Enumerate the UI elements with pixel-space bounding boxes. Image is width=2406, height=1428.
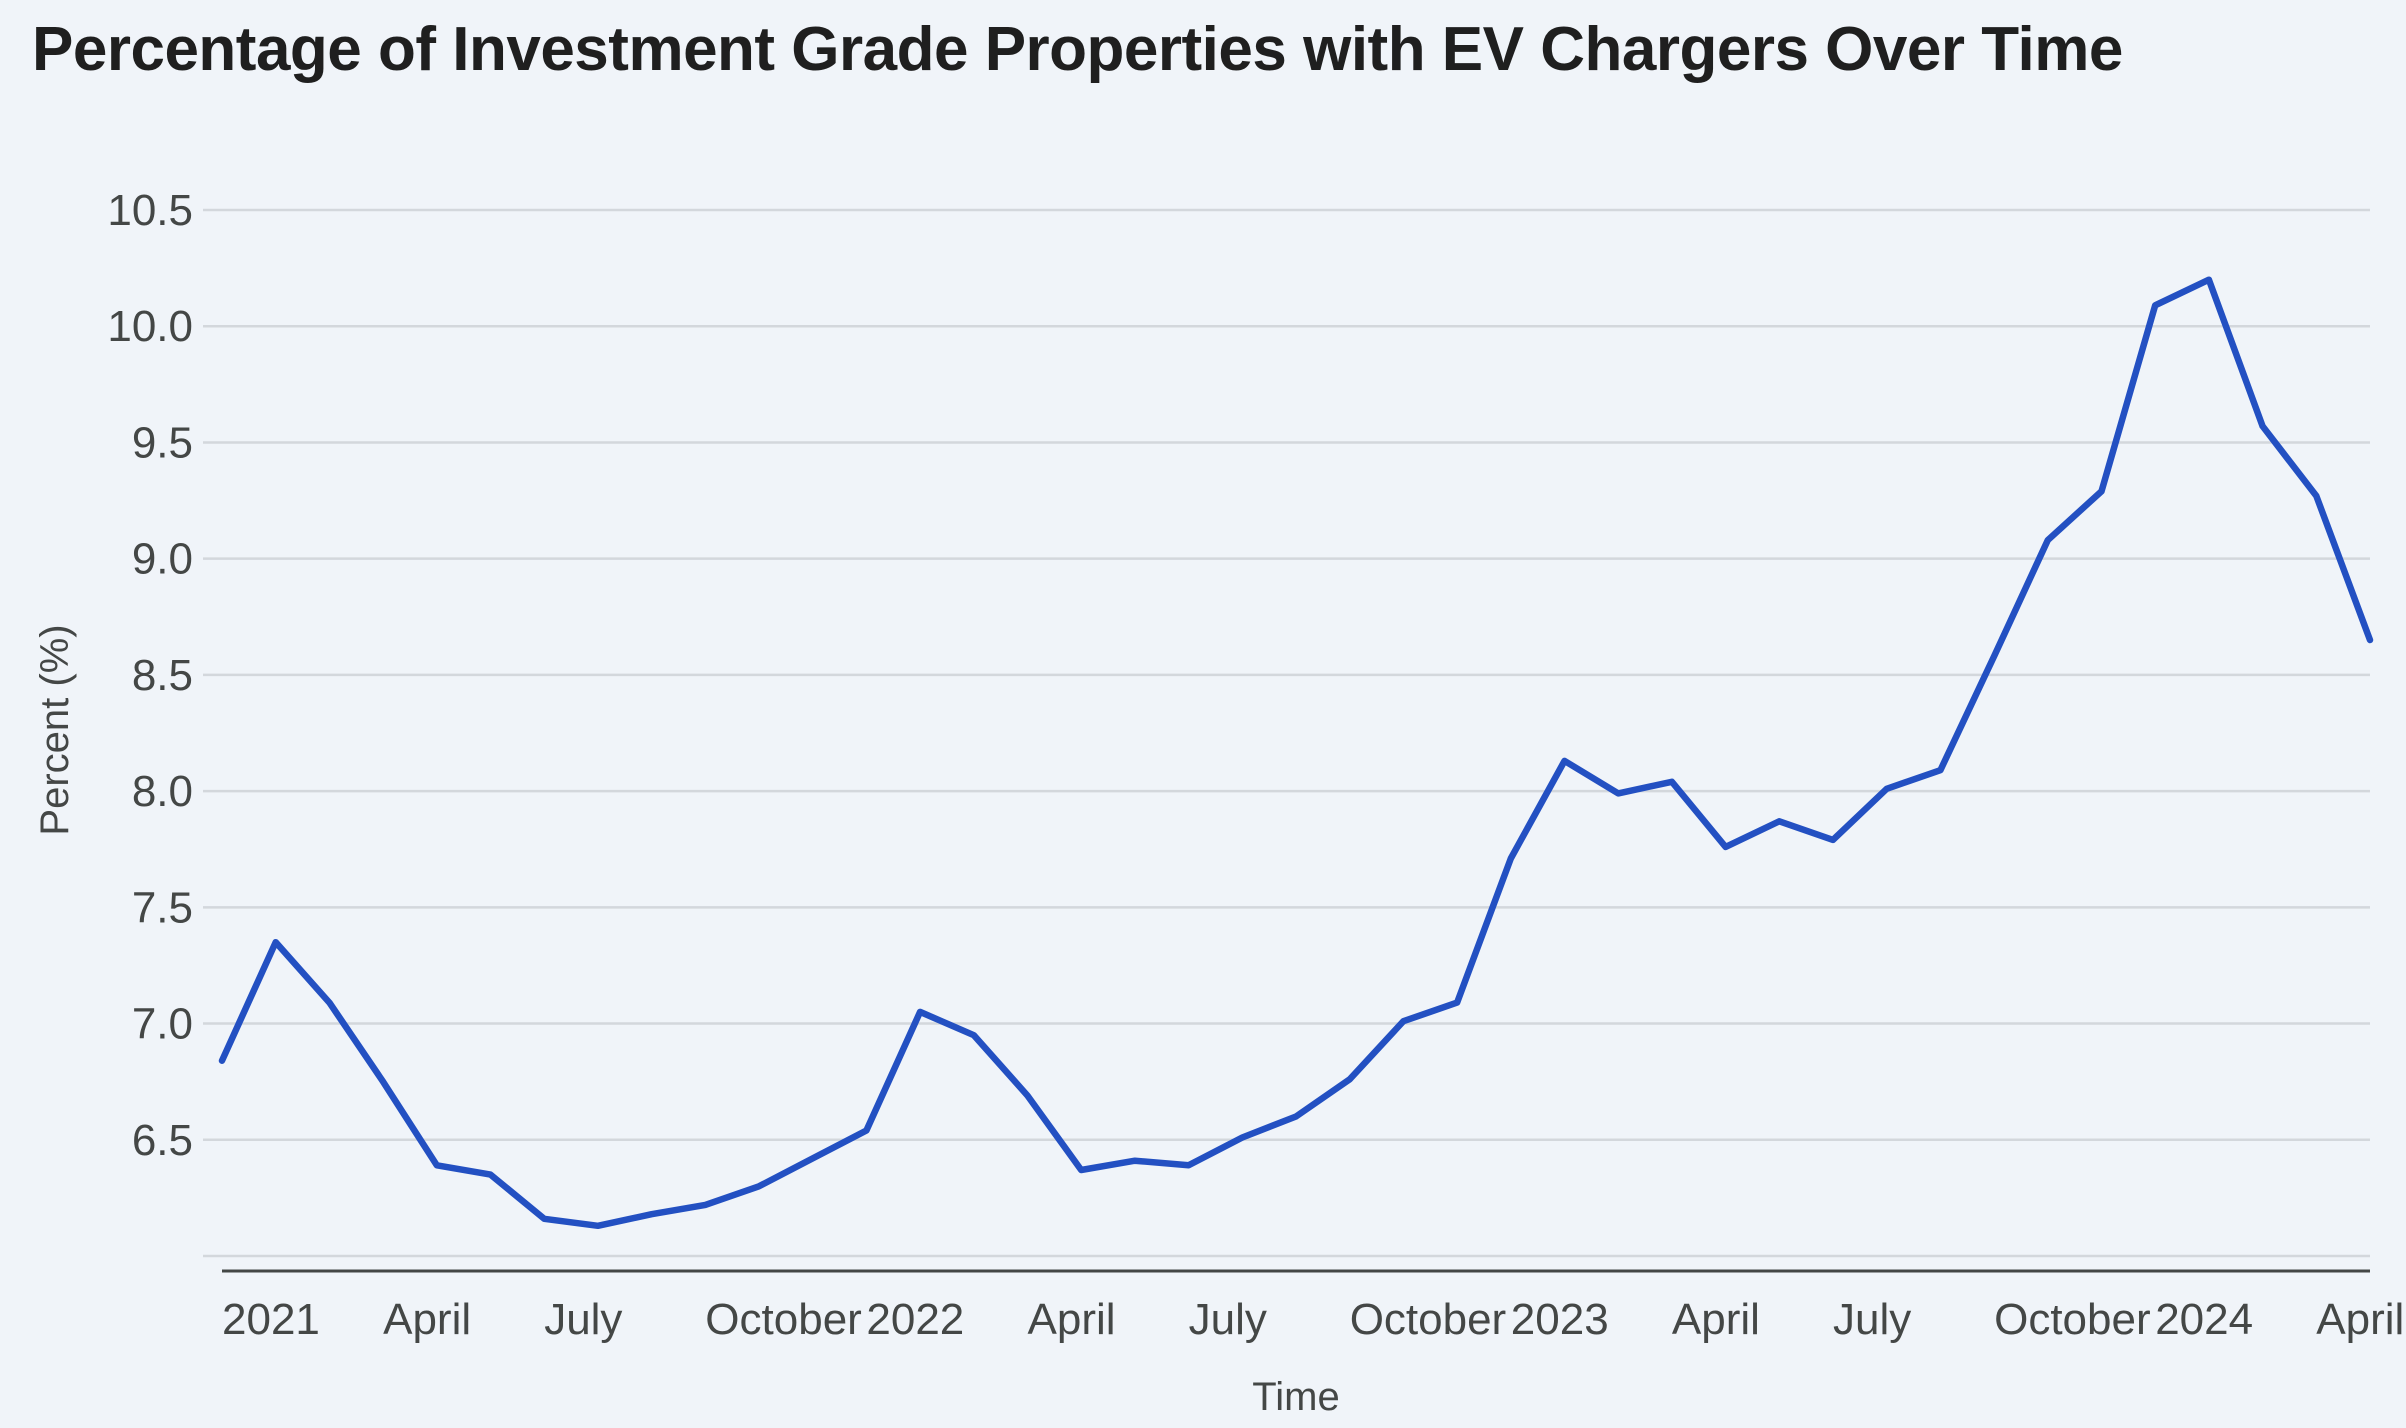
- x-tick-label: 2024: [2155, 1295, 2253, 1344]
- data-point[interactable]: [1183, 1159, 1195, 1171]
- y-tick-label: 8.5: [132, 651, 193, 700]
- data-point[interactable]: [807, 1152, 819, 1164]
- data-point[interactable]: [1022, 1090, 1034, 1102]
- y-tick-label: 7.0: [132, 1000, 193, 1049]
- data-point[interactable]: [2257, 420, 2269, 432]
- data-point[interactable]: [1236, 1131, 1248, 1143]
- data-point[interactable]: [1773, 815, 1785, 827]
- data-point[interactable]: [968, 1029, 980, 1041]
- y-axis-title: Percent (%): [33, 624, 77, 835]
- data-point[interactable]: [1397, 1015, 1409, 1027]
- data-point[interactable]: [592, 1220, 604, 1232]
- data-point[interactable]: [914, 1006, 926, 1018]
- y-tick-label: 8.0: [132, 767, 193, 816]
- y-tick-label: 9.5: [132, 418, 193, 467]
- data-point[interactable]: [860, 1124, 872, 1136]
- x-tick-label: April: [1672, 1295, 1760, 1344]
- data-point[interactable]: [1505, 853, 1517, 865]
- x-axis: 2021 April July October 2022 April July October…: [222, 1269, 2404, 1344]
- x-tick-label: July: [1189, 1295, 1267, 1344]
- data-point[interactable]: [2149, 299, 2161, 311]
- data-point[interactable]: [1988, 650, 2000, 662]
- data-point[interactable]: [1129, 1155, 1141, 1167]
- data-point[interactable]: [538, 1213, 550, 1225]
- y-tick-label: 6.5: [132, 1116, 193, 1165]
- x-tick-label: 2021: [222, 1295, 320, 1344]
- data-point[interactable]: [431, 1159, 443, 1171]
- data-point[interactable]: [1666, 776, 1678, 788]
- x-axis-title: Time: [1252, 1375, 1339, 1419]
- y-tick-label: 10.5: [107, 186, 193, 235]
- y-tick-label: 7.5: [132, 883, 193, 932]
- data-point[interactable]: [2042, 534, 2054, 546]
- x-tick-label: April: [1028, 1295, 1116, 1344]
- y-tick-label: 9.0: [132, 535, 193, 584]
- x-tick-label: July: [544, 1295, 622, 1344]
- y-axis: 6.5 7.0 7.5 8.0 8.5 9.0 9.5 10.0 10.5: [107, 186, 193, 1165]
- x-tick-label: October: [705, 1295, 862, 1344]
- data-point[interactable]: [2203, 274, 2215, 286]
- x-tick-label: 2023: [1511, 1295, 1609, 1344]
- data-point[interactable]: [753, 1180, 765, 1192]
- x-tick-label: July: [1833, 1295, 1911, 1344]
- x-tick-label: April: [2316, 1295, 2404, 1344]
- data-point[interactable]: [377, 1076, 389, 1088]
- gridlines: [203, 208, 2370, 1258]
- data-point[interactable]: [2096, 485, 2108, 497]
- data-point[interactable]: [270, 936, 282, 948]
- data-point[interactable]: [323, 997, 335, 1009]
- data-point[interactable]: [699, 1199, 711, 1211]
- data-point[interactable]: [1559, 755, 1571, 767]
- data-point[interactable]: [1451, 997, 1463, 1009]
- data-point[interactable]: [1827, 834, 1839, 846]
- data-point[interactable]: [1881, 783, 1893, 795]
- data-point[interactable]: [646, 1208, 658, 1220]
- x-tick-label: October: [1350, 1295, 1507, 1344]
- data-point[interactable]: [1344, 1073, 1356, 1085]
- data-point[interactable]: [2364, 634, 2376, 646]
- y-tick-label: 10.0: [107, 302, 193, 351]
- chart-title: Percentage of Investment Grade Propertie…: [32, 15, 2123, 84]
- x-tick-label: 2022: [866, 1295, 964, 1344]
- data-point[interactable]: [1075, 1164, 1087, 1176]
- data-point[interactable]: [485, 1169, 497, 1181]
- x-tick-label: October: [1994, 1295, 2151, 1344]
- x-tick-label: April: [383, 1295, 471, 1344]
- data-point[interactable]: [1290, 1111, 1302, 1123]
- data-point[interactable]: [1612, 787, 1624, 799]
- data-point[interactable]: [1934, 764, 1946, 776]
- data-point[interactable]: [2310, 490, 2322, 502]
- series-line: [218, 276, 2374, 1230]
- data-point[interactable]: [216, 1055, 228, 1067]
- data-point[interactable]: [1720, 841, 1732, 853]
- series-layer: [216, 274, 2376, 1232]
